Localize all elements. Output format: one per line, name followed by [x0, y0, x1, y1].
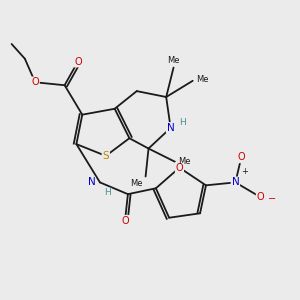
- Text: N: N: [88, 177, 95, 188]
- Text: Me: Me: [196, 75, 208, 84]
- Text: O: O: [121, 216, 129, 226]
- Text: −: −: [268, 194, 276, 204]
- Text: Me: Me: [130, 179, 142, 188]
- Text: O: O: [176, 163, 183, 173]
- Text: O: O: [32, 77, 39, 87]
- Text: N: N: [167, 123, 175, 133]
- Text: Me: Me: [178, 157, 190, 166]
- Text: O: O: [74, 57, 82, 67]
- Text: +: +: [241, 167, 248, 176]
- Text: H: H: [104, 188, 111, 197]
- Text: O: O: [238, 152, 245, 162]
- Text: H: H: [180, 118, 186, 127]
- Text: N: N: [232, 177, 239, 188]
- Text: Me: Me: [167, 56, 180, 64]
- Text: O: O: [256, 192, 264, 202]
- Text: S: S: [103, 151, 109, 161]
